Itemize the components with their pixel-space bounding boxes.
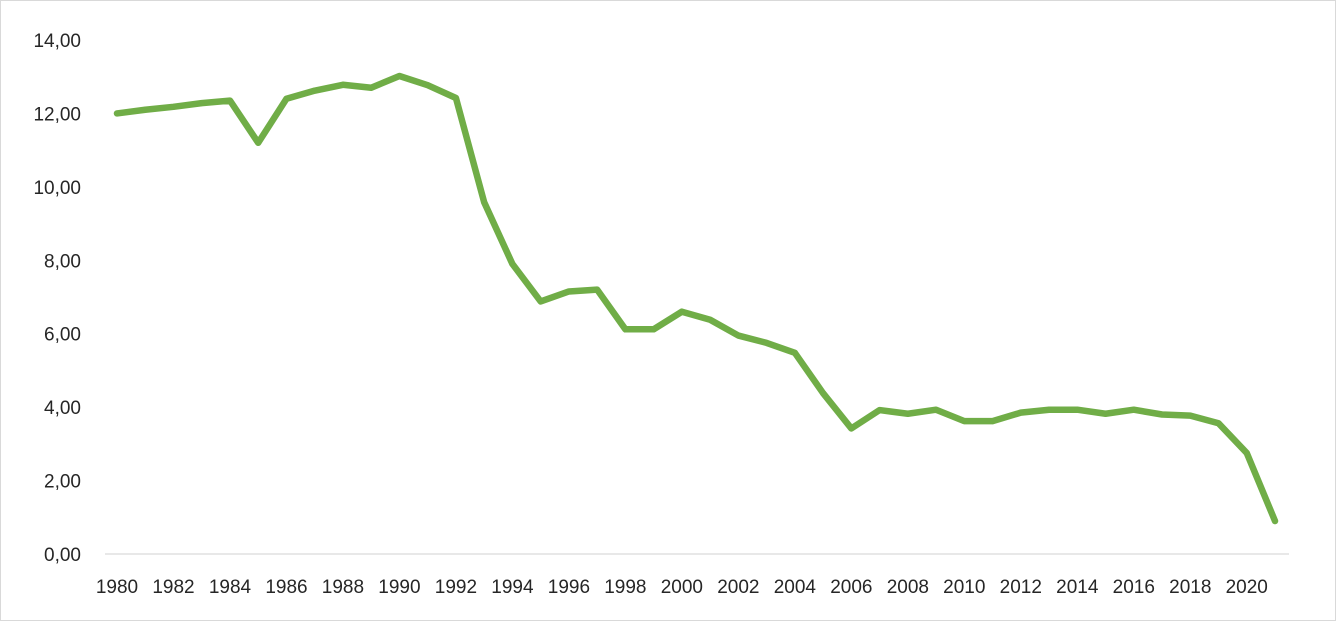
- data-point: [763, 339, 770, 346]
- data-point: [1017, 409, 1024, 416]
- y-tick-label: 14,00: [33, 31, 81, 52]
- x-tick-label: 2014: [1056, 577, 1099, 598]
- data-point: [1215, 420, 1222, 427]
- data-point: [1074, 406, 1081, 413]
- x-tick-label: 1986: [265, 577, 307, 598]
- y-tick-label: 10,00: [33, 178, 81, 199]
- data-point: [622, 326, 629, 333]
- data-point: [198, 100, 205, 107]
- x-tick-label: 2002: [717, 577, 759, 598]
- data-point: [594, 286, 601, 293]
- y-tick-label: 4,00: [44, 398, 81, 419]
- x-tick-label: 2004: [774, 577, 817, 598]
- x-tick-label: 1996: [548, 577, 590, 598]
- data-point: [1159, 411, 1166, 418]
- x-tick-label: 2016: [1113, 577, 1155, 598]
- data-point: [848, 425, 855, 432]
- data-point: [226, 97, 233, 104]
- data-point: [904, 410, 911, 417]
- series-points: [114, 72, 1278, 524]
- data-point: [283, 95, 290, 102]
- data-point: [1243, 450, 1250, 457]
- data-point: [820, 390, 827, 397]
- y-tick-label: 0,00: [44, 545, 81, 566]
- data-point: [961, 418, 968, 425]
- x-tick-label: 1984: [209, 577, 252, 598]
- data-point: [509, 260, 516, 267]
- data-point: [678, 308, 685, 315]
- x-tick-label: 1990: [378, 577, 420, 598]
- x-tick-label: 2018: [1169, 577, 1211, 598]
- x-tick-label: 2012: [1000, 577, 1042, 598]
- data-point: [537, 298, 544, 305]
- y-tick-label: 2,00: [44, 472, 81, 493]
- data-point: [1272, 517, 1278, 524]
- y-tick-label: 12,00: [33, 104, 81, 125]
- data-point: [735, 332, 742, 339]
- data-point: [255, 139, 262, 146]
- y-tick-label: 6,00: [44, 325, 81, 346]
- x-tick-label: 1992: [435, 577, 477, 598]
- data-point: [707, 316, 714, 323]
- data-point: [565, 288, 572, 295]
- data-point: [933, 406, 940, 413]
- data-point: [1130, 406, 1137, 413]
- data-point: [170, 103, 177, 110]
- x-tick-label: 2000: [661, 577, 703, 598]
- x-tick-label: 1980: [96, 577, 138, 598]
- x-tick-label: 1988: [322, 577, 364, 598]
- x-tick-label: 2006: [830, 577, 872, 598]
- y-axis-tick-labels: 0,00 2,00 4,00 6,00 8,00 10,00 12,00 14,00: [33, 31, 81, 566]
- data-point: [481, 199, 488, 206]
- data-point: [650, 326, 657, 333]
- data-point: [311, 87, 318, 94]
- data-point: [1046, 406, 1053, 413]
- x-tick-label: 2008: [887, 577, 929, 598]
- x-tick-label: 2020: [1226, 577, 1268, 598]
- data-point: [791, 349, 798, 356]
- data-point: [339, 81, 346, 88]
- data-point: [452, 95, 459, 102]
- data-point: [114, 110, 120, 117]
- data-point: [396, 72, 403, 79]
- x-tick-label: 2010: [943, 577, 985, 598]
- x-axis-tick-labels: 1980 1982 1984 1986 1988 1990 1992 1994 1996 1998…: [96, 577, 1268, 598]
- data-point: [424, 82, 431, 89]
- data-point: [989, 418, 996, 425]
- data-point: [1187, 412, 1194, 419]
- x-tick-label: 1998: [604, 577, 646, 598]
- x-tick-label: 1982: [152, 577, 194, 598]
- data-point: [368, 84, 375, 91]
- x-tick-label: 1994: [491, 577, 534, 598]
- data-point: [142, 106, 149, 113]
- data-point: [1102, 410, 1109, 417]
- data-point: [876, 407, 883, 414]
- series-line: [113, 72, 1279, 525]
- y-tick-label: 8,00: [44, 251, 81, 272]
